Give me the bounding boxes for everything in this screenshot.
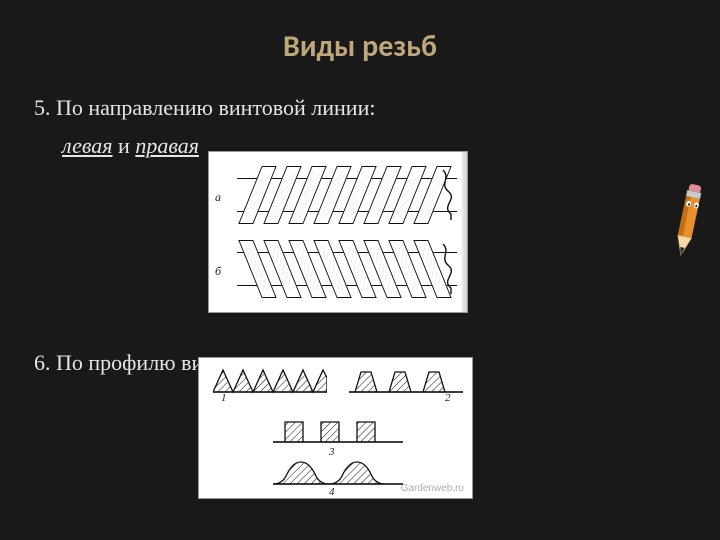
term-left: левая xyxy=(62,133,113,158)
figure1-label-a: а xyxy=(215,190,221,205)
term-right: правая xyxy=(135,133,199,158)
term-sep: и xyxy=(113,133,136,158)
profile-square xyxy=(273,416,403,444)
thread-b-teeth xyxy=(241,240,441,298)
profile-trapezoidal xyxy=(349,368,463,394)
break-line-icon xyxy=(439,170,461,220)
break-line-icon xyxy=(439,244,461,294)
thread-right-hand xyxy=(237,240,457,298)
figure1-label-b: б xyxy=(215,264,221,279)
figure-thread-profiles: 1 2 3 4 xyxy=(198,357,473,499)
thread-left-hand xyxy=(237,166,457,224)
figure2-label-4: 4 xyxy=(329,486,335,498)
figure2-label-3: 3 xyxy=(329,446,335,458)
pencil-icon xyxy=(666,178,710,264)
profile-round xyxy=(273,458,403,486)
watermark-text: Gardenweb.ru xyxy=(401,483,464,494)
bullet-5: 5. По направлению винтовой линии: xyxy=(34,93,686,123)
figure1-edge-shade xyxy=(461,152,467,312)
page-title: Виды резьб xyxy=(34,28,686,65)
figure-thread-direction: а б xyxy=(208,151,468,313)
slide: Виды резьб 5. По направлению винтовой ли… xyxy=(0,0,720,540)
bullet-5-line1: 5. По направлению винтовой линии: xyxy=(34,95,375,120)
thread-a-teeth xyxy=(241,166,441,224)
profile-triangular xyxy=(213,368,327,394)
